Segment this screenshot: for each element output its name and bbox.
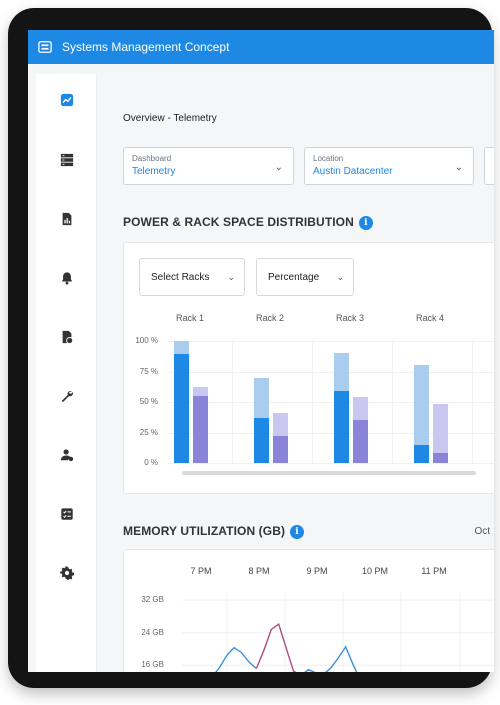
report-icon [62,212,72,226]
alert-icon [61,272,73,285]
power-used-bar[interactable] [414,444,429,463]
location-select-label: Location [313,154,344,163]
time-axis-label: 7 PM [190,566,212,576]
y-tick-label: 25 % [139,427,158,437]
sidebar-item-users[interactable] [58,446,76,464]
grid-line [168,371,494,373]
time-axis-label: 9 PM [306,566,328,576]
y-tick-label: 16 GB [141,660,164,670]
sidebar-item-alerts[interactable] [58,269,76,287]
title-bar: Systems Management Concept [28,30,494,64]
time-axis-label: 8 PM [248,566,270,576]
tablet-frame: Systems Management Concept [8,8,494,688]
percentage-label: Percentage [268,271,320,283]
dashboard-select-value: Telemetry [132,166,176,177]
telemetry-icon [60,93,74,107]
sidebar-item-tasks[interactable] [58,505,76,523]
user-admin-icon [60,449,74,462]
chevron-down-icon: ⌄ [454,162,463,173]
power-section-title: POWER & RACK SPACE DISTRIBUTION i [123,215,373,230]
app-logo-icon [38,40,52,54]
space-used-bar[interactable] [433,453,448,463]
memory-date-label: Oct [474,526,490,537]
dashboard-select-label: Dashboard [132,154,172,163]
y-tick-label: 32 GB [141,595,164,605]
y-tick-label: 50 % [139,397,158,406]
chart-scrollbar[interactable] [182,471,476,475]
wrench-icon [61,390,73,403]
memory-line [304,645,358,672]
sidebar-item-reports[interactable] [58,210,76,228]
grid-line [168,402,494,403]
app-title: Systems Management Concept [62,40,230,54]
power-used-bar[interactable] [334,391,349,463]
sidebar [36,74,97,672]
space-used-bar[interactable] [193,395,208,463]
memory-peak-line[interactable] [255,622,301,672]
time-axis-label: 11 PM [421,566,447,576]
dashboard-select[interactable]: Dashboard Telemetry ⌄ [123,147,294,185]
server-list-icon [60,153,74,167]
space-used-bar[interactable] [353,420,368,463]
grid-line [168,463,494,464]
third-select-partial[interactable] [484,147,494,185]
space-total-bar[interactable] [433,404,448,463]
memory-title-text: MEMORY UTILIZATION (GB) [123,524,286,538]
grid-line [472,341,473,463]
rack-label: Rack 1 [175,313,204,323]
location-select[interactable]: Location Austin Datacenter ⌄ [304,147,474,185]
power-distribution-card: Select Racks ⌄ Percentage ⌄ 0 % 25 % 50 % 7… [123,242,494,494]
y-tick-label: 75 % [139,366,158,376]
gear-icon [60,566,74,580]
sidebar-item-telemetry[interactable] [58,91,76,109]
power-used-bar[interactable] [254,417,269,463]
chevron-down-icon: ⌄ [336,271,344,282]
grid-line [232,341,233,463]
percentage-dropdown[interactable]: Percentage ⌄ [256,258,354,296]
info-icon[interactable]: i [290,524,305,539]
app-screen: Systems Management Concept [28,30,494,672]
power-total-bar[interactable] [414,365,429,463]
select-racks-dropdown[interactable]: Select Racks ⌄ [139,258,245,296]
y-tick-label: 100 % [135,336,158,345]
sidebar-item-storage[interactable] [58,328,76,346]
chevron-down-icon: ⌄ [227,271,235,282]
grid-line [168,432,494,434]
rack-label: Rack 2 [255,313,284,323]
grid-line [312,341,313,463]
memory-section-title: MEMORY UTILIZATION (GB) i [123,524,305,539]
y-tick-label: 24 GB [141,627,164,637]
chevron-down-icon: ⌄ [274,162,283,173]
location-select-value: Austin Datacenter [313,166,393,177]
info-icon[interactable]: i [358,215,373,230]
rack-label: Rack 3 [335,313,364,323]
grid-line [392,341,393,463]
sidebar-item-servers[interactable] [58,151,76,169]
grid-line [168,341,494,342]
power-title-text: POWER & RACK SPACE DISTRIBUTION [123,215,354,229]
power-used-bar[interactable] [174,354,189,463]
main-content: Overview - Telemetry Dashboard Telemetry… [104,64,494,672]
y-tick-label: 0 % [144,458,158,467]
storage-icon [62,330,74,344]
checklist-icon [61,508,73,520]
rack-label: Rack 4 [415,313,444,323]
breadcrumb: Overview - Telemetry [123,113,217,124]
memory-line-svg [182,592,494,672]
sidebar-item-settings[interactable] [58,564,76,582]
time-axis-label: 10 PM [361,566,388,576]
space-used-bar[interactable] [273,436,288,463]
sidebar-item-tools[interactable] [58,387,76,405]
memory-line [182,646,257,672]
select-racks-label: Select Racks [151,271,210,283]
